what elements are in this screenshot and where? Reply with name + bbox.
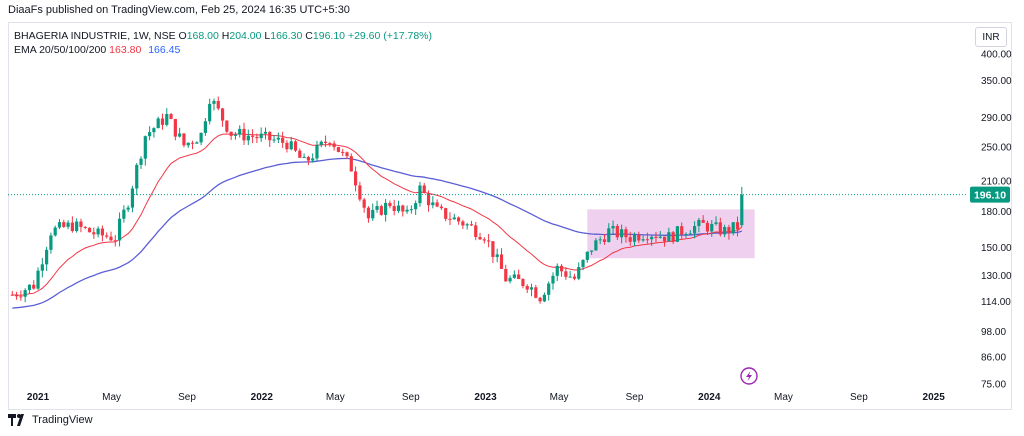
close-value: 196.10 xyxy=(312,30,346,42)
footer-brand[interactable]: TradingView xyxy=(32,414,93,426)
ema-label[interactable]: EMA 20/50/100/200 xyxy=(14,44,107,56)
ema-legend: EMA 20/50/100/200 163.80 166.45 xyxy=(14,44,180,56)
ema-value-b: 166.45 xyxy=(148,44,181,56)
chart-frame xyxy=(8,22,1012,410)
currency-button[interactable]: INR xyxy=(975,27,1007,47)
high-label: H xyxy=(221,30,230,42)
low-value: 166.30 xyxy=(270,30,303,42)
tradingview-logo-icon xyxy=(8,414,24,426)
open-label: O xyxy=(178,30,187,42)
close-label: C xyxy=(305,30,313,42)
change-value: +29.60 (+17.78%) xyxy=(347,30,432,42)
symbol-label[interactable]: BHAGERIA INDUSTRIE, 1W, NSE xyxy=(14,30,176,42)
ema-value-a: 163.80 xyxy=(109,44,142,56)
publish-line: DiaaFs published on TradingView.com, Feb… xyxy=(8,4,350,16)
ohlc-legend: BHAGERIA INDUSTRIE, 1W, NSE O168.00 H204… xyxy=(14,30,432,42)
high-value: 204.00 xyxy=(229,30,262,42)
low-label: L xyxy=(264,30,271,42)
open-value: 168.00 xyxy=(186,30,219,42)
footer: TradingView xyxy=(8,414,93,426)
